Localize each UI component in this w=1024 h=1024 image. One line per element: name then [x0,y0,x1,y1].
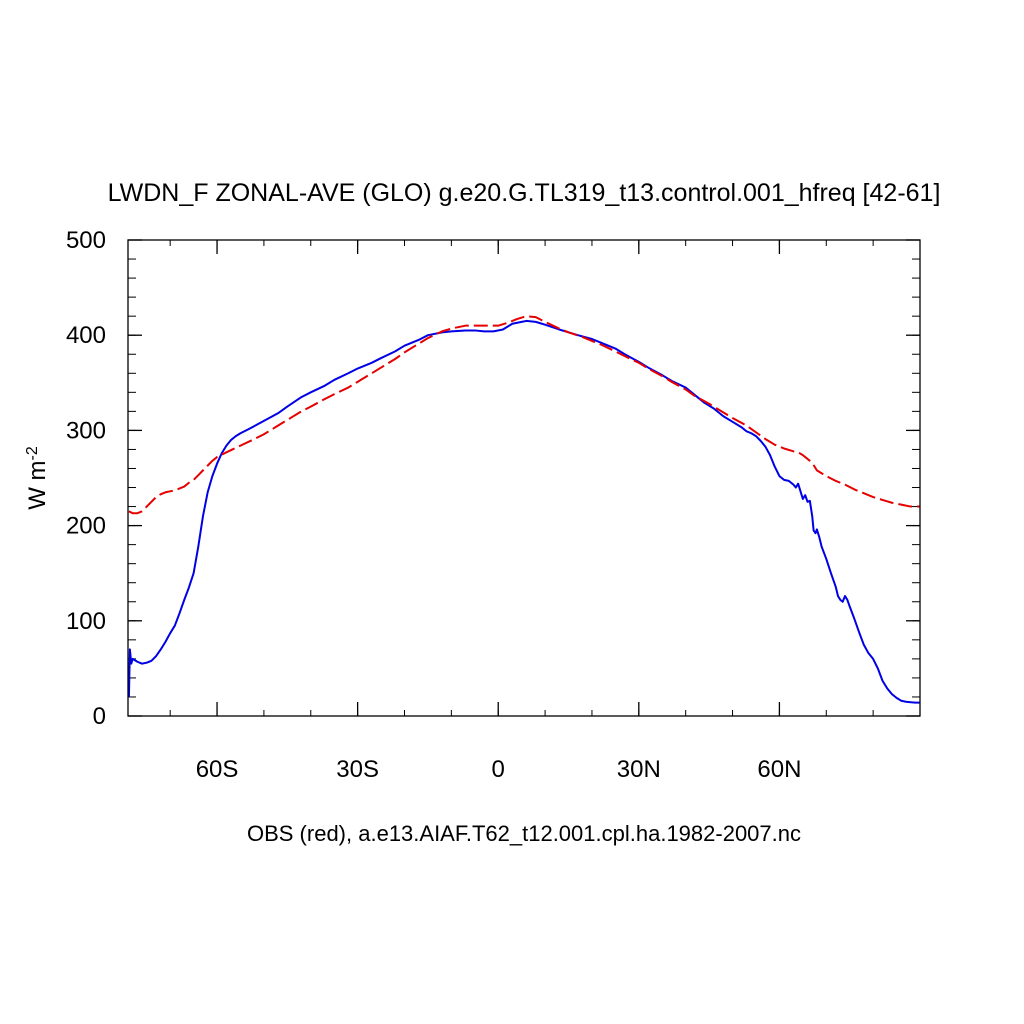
y-axis-label-superscript: -2 [24,446,41,460]
x-tick-label: 60S [196,756,239,783]
series-line-0 [127,319,920,704]
y-tick-label: 200 [66,513,106,540]
plot-frame [127,239,921,717]
series-layer [127,315,920,704]
chart-subtitle: OBS (red), a.e13.AIAF.T62_t12.001.cpl.ha… [247,821,801,846]
y-tick-labels: 0 100 200 300 400 500 [66,227,106,730]
chart-title: LWDN_F ZONAL-AVE (GLO) g.e20.G.TL319_t13… [108,179,941,207]
x-tick-label: 30N [617,756,661,783]
x-tick-label: 0 [492,756,505,783]
x-tick-label: 30S [336,756,379,783]
x-tick-labels: 60S 30S 0 30N 60N [196,756,802,783]
x-tick-label: 60N [757,756,801,783]
y-tick-label: 400 [66,322,106,349]
y-axis-label-main: W m [24,460,51,509]
series-line-1 [128,315,920,515]
y-tick-label: 100 [66,608,106,635]
y-tick-label: 500 [66,227,106,254]
y-tick-label: 300 [66,417,106,444]
y-axis-label: W m-2 [24,446,52,510]
major-ticks [128,239,920,717]
minor-ticks [128,239,921,717]
y-tick-label: 0 [93,703,106,730]
